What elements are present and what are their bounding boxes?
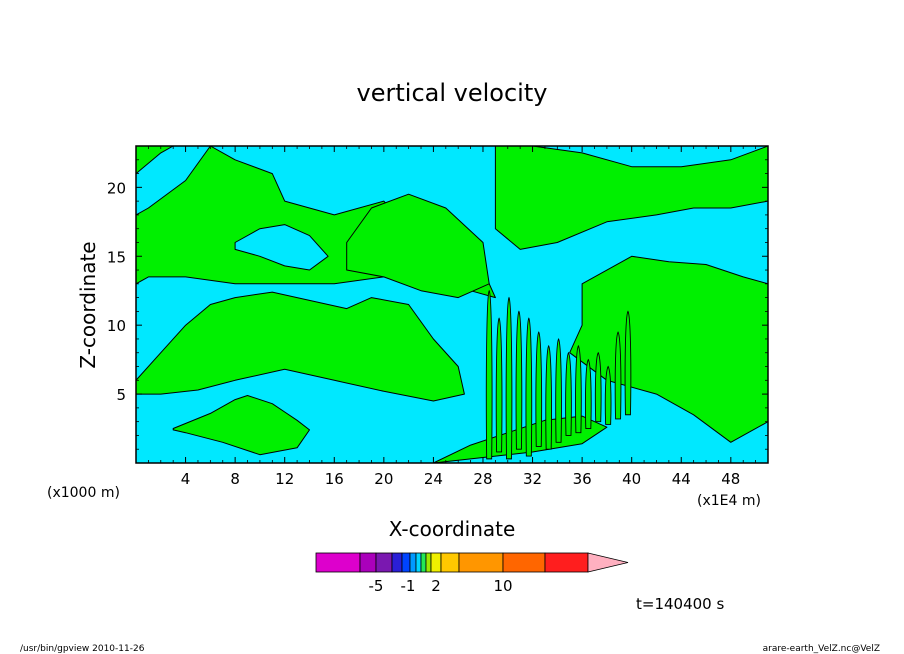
footer-right: arare-earth_VelZ.nc@VelZ — [763, 644, 880, 654]
x-unit-right: (x1E4 m) — [697, 493, 761, 509]
contour-stripe — [525, 317, 533, 457]
contour-region-lower-band — [136, 291, 465, 402]
y-axis: 5 10 15 20 — [107, 159, 768, 450]
colorbar-swatch — [409, 552, 417, 573]
colorbar-swatch — [425, 552, 432, 573]
x-axis-label: X-coordinate — [389, 517, 516, 541]
x-tick-label: 40 — [622, 470, 641, 488]
chart-title: vertical velocity — [357, 79, 548, 107]
contour-stripe — [624, 310, 632, 416]
colorbar-swatch — [415, 552, 422, 573]
x-tick-label: 4 — [181, 470, 191, 488]
y-tick-label: 10 — [107, 317, 126, 335]
x-tick-label: 28 — [473, 470, 492, 488]
contour-stripe — [485, 289, 493, 460]
y-tick-label: 5 — [116, 386, 126, 404]
y-tick-label: 15 — [107, 248, 126, 266]
x-tick-label: 32 — [523, 470, 542, 488]
x-tick-label: 16 — [325, 470, 344, 488]
contour-region-center-bulge — [346, 193, 490, 299]
x-unit-left: (x1000 m) — [47, 485, 120, 501]
x-tick-label: 36 — [573, 470, 592, 488]
x-tick-label: 44 — [672, 470, 691, 488]
colorbar-swatch — [359, 552, 377, 573]
plot-frame — [135, 145, 769, 464]
colorbar: -5 -1 2 10 — [315, 552, 629, 595]
y-tick-label: 20 — [107, 179, 126, 197]
x-tick-label: 8 — [230, 470, 240, 488]
contour-regions — [136, 146, 768, 463]
contour-stripe — [505, 296, 513, 460]
contour-stripe — [604, 365, 612, 425]
x-tick-label: 12 — [275, 470, 294, 488]
colorbar-swatch — [458, 552, 504, 573]
colorbar-swatch — [430, 552, 442, 573]
time-label: t=140400 s — [636, 595, 724, 613]
contour-stripe — [535, 331, 543, 447]
x-tick-label: 20 — [374, 470, 393, 488]
x-tick-label: 48 — [721, 470, 740, 488]
x-tick-label: 24 — [424, 470, 443, 488]
contour-stripe — [575, 344, 582, 434]
contour-stripe — [584, 358, 592, 429]
contour-stripe — [555, 338, 562, 443]
contour-region-left-upper-strip — [136, 146, 211, 216]
colorbar-tick-label: 2 — [431, 577, 441, 595]
colorbar-swatch — [391, 552, 403, 573]
colorbar-swatch — [375, 552, 393, 573]
colorbar-swatch — [315, 552, 361, 573]
x-axis: 4 8 12 16 20 24 28 32 36 40 44 48 — [147, 146, 757, 488]
colorbar-tick-label: -5 — [369, 577, 384, 595]
contour-stripe — [495, 317, 503, 453]
contour-stripe — [515, 310, 523, 450]
colorbar-tick-label: -1 — [401, 577, 416, 595]
y-axis-label: Z-coordinate — [76, 241, 100, 368]
colorbar-arrow — [587, 552, 629, 573]
contour-region-right-mid-block — [569, 255, 768, 443]
footer-left: /usr/bin/gpview 2010-11-26 — [20, 644, 145, 654]
contour-stripe — [565, 351, 572, 436]
contour-region-lower-left-patch — [172, 395, 310, 456]
contour-stripe — [594, 351, 602, 423]
contour-stripe — [614, 331, 622, 420]
colorbar-tick-label: 10 — [493, 577, 512, 595]
colorbar-swatch — [502, 552, 546, 573]
contour-region-mid-lens — [234, 224, 329, 271]
colorbar-swatch — [401, 552, 411, 573]
contour-region-right-upper-band — [494, 146, 768, 250]
colorbar-swatch — [440, 552, 460, 573]
colorbar-swatch — [420, 552, 427, 573]
colorbar-swatch — [544, 552, 589, 573]
contour-stripe — [545, 344, 552, 450]
